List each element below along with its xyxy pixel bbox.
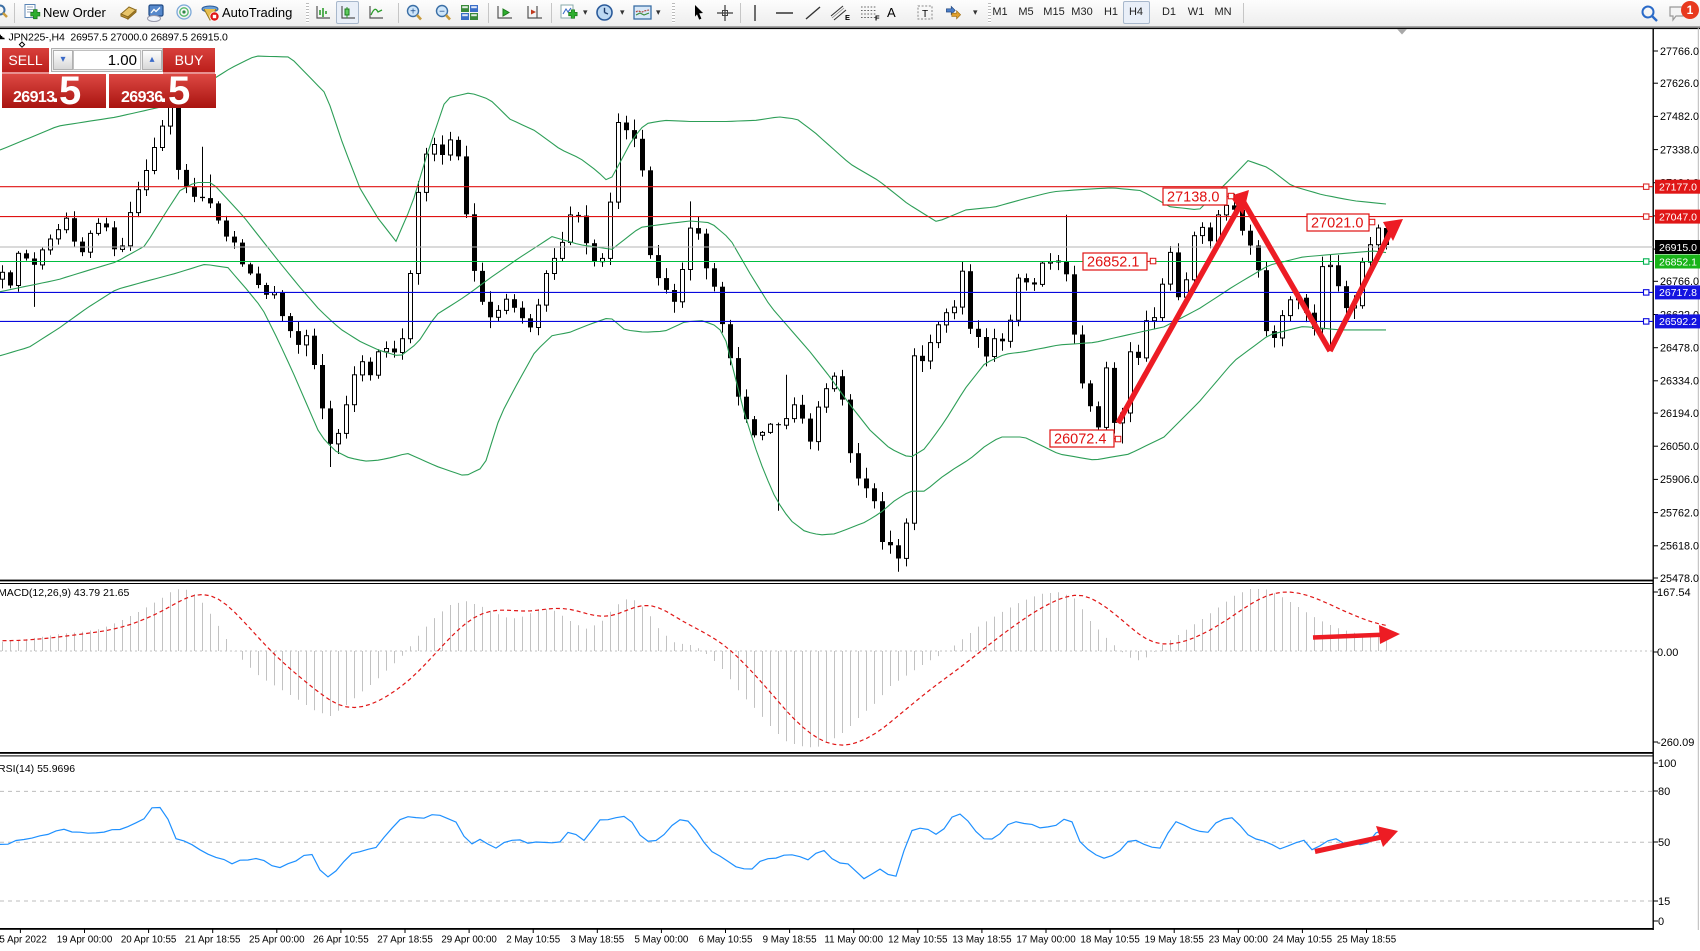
svg-text:19 Apr 00:00: 19 Apr 00:00 <box>57 935 113 946</box>
svg-text:27766.0: 27766.0 <box>1660 46 1699 58</box>
svg-text:15 Apr 2022: 15 Apr 2022 <box>0 935 47 946</box>
svg-text:26334.0: 26334.0 <box>1660 376 1699 388</box>
svg-text:27626.0: 27626.0 <box>1660 78 1699 90</box>
svg-text:17 May 00:00: 17 May 00:00 <box>1016 935 1076 946</box>
svg-text:11 May 00:00: 11 May 00:00 <box>824 935 883 946</box>
svg-text:29 Apr 00:00: 29 Apr 00:00 <box>441 935 497 946</box>
svg-text:50: 50 <box>1658 837 1670 849</box>
svg-text:26766.0: 26766.0 <box>1660 276 1699 288</box>
svg-text:26852.1: 26852.1 <box>1087 255 1139 271</box>
svg-text:6 May 10:55: 6 May 10:55 <box>699 935 753 946</box>
svg-text:27177.0: 27177.0 <box>1659 182 1697 194</box>
svg-text:T: T <box>922 9 928 20</box>
svg-text:25762.0: 25762.0 <box>1660 507 1699 519</box>
svg-text:19 May 18:55: 19 May 18:55 <box>1145 935 1205 946</box>
svg-text:80: 80 <box>1658 786 1670 798</box>
svg-text:18 May 10:55: 18 May 10:55 <box>1080 935 1140 946</box>
svg-text:26194.0: 26194.0 <box>1660 408 1699 420</box>
svg-text:0: 0 <box>1658 916 1664 928</box>
svg-text:26592.2: 26592.2 <box>1659 316 1697 328</box>
svg-text:RSI(14) 55.9696: RSI(14) 55.9696 <box>0 763 75 775</box>
svg-text:25478.0: 25478.0 <box>1660 573 1699 585</box>
svg-text:27047.0: 27047.0 <box>1659 211 1697 223</box>
svg-text:3 May 18:55: 3 May 18:55 <box>570 935 624 946</box>
svg-text:25 Apr 00:00: 25 Apr 00:00 <box>249 935 305 946</box>
svg-text:26 Apr 10:55: 26 Apr 10:55 <box>313 935 369 946</box>
svg-text:12 May 10:55: 12 May 10:55 <box>888 935 948 946</box>
svg-text:26072.4: 26072.4 <box>1054 432 1106 448</box>
svg-text:13 May 18:55: 13 May 18:55 <box>952 935 1012 946</box>
svg-text:23 May 00:00: 23 May 00:00 <box>1209 935 1269 946</box>
svg-text:0.00: 0.00 <box>1657 647 1678 659</box>
svg-text:F: F <box>875 14 880 23</box>
svg-text:−: − <box>439 7 445 18</box>
svg-text:20 Apr 10:55: 20 Apr 10:55 <box>121 935 177 946</box>
svg-text:25 May 18:55: 25 May 18:55 <box>1337 935 1397 946</box>
svg-text:9 May 18:55: 9 May 18:55 <box>763 935 817 946</box>
svg-text:-260.09: -260.09 <box>1657 737 1694 749</box>
svg-text:24 May 10:55: 24 May 10:55 <box>1273 935 1333 946</box>
svg-text:25906.0: 25906.0 <box>1660 474 1699 486</box>
svg-text:5 May 00:00: 5 May 00:00 <box>634 935 688 946</box>
svg-text:2 May 10:55: 2 May 10:55 <box>506 935 560 946</box>
svg-text:27021.0: 27021.0 <box>1311 216 1363 232</box>
svg-text:25618.0: 25618.0 <box>1660 541 1699 553</box>
svg-text:26717.8: 26717.8 <box>1659 287 1697 299</box>
svg-text:+: + <box>410 7 416 18</box>
svg-text:26478.0: 26478.0 <box>1660 343 1699 355</box>
svg-text:27 Apr 18:55: 27 Apr 18:55 <box>377 935 433 946</box>
svg-text:27338.0: 27338.0 <box>1660 144 1699 156</box>
svg-text:167.54: 167.54 <box>1657 587 1691 599</box>
svg-text:27482.0: 27482.0 <box>1660 111 1699 123</box>
svg-text:26915.0: 26915.0 <box>1659 242 1697 254</box>
svg-text:27138.0: 27138.0 <box>1167 190 1219 206</box>
svg-text:26050.0: 26050.0 <box>1660 441 1699 453</box>
svg-text:E: E <box>845 13 850 22</box>
svg-text:15: 15 <box>1658 896 1670 908</box>
svg-text:26852.1: 26852.1 <box>1659 256 1697 268</box>
svg-text:21 Apr 18:55: 21 Apr 18:55 <box>185 935 241 946</box>
svg-text:MACD(12,26,9) 43.79 21.65: MACD(12,26,9) 43.79 21.65 <box>0 587 129 599</box>
svg-text:100: 100 <box>1658 758 1676 770</box>
svg-text:JPN225-,H4 26957.5 27000.0 26: JPN225-,H4 26957.5 27000.0 26897.5 26915… <box>9 31 229 43</box>
